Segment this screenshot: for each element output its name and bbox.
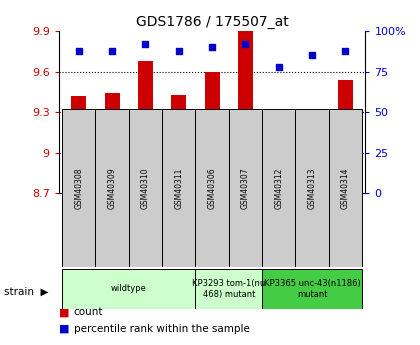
Bar [171, 95, 186, 193]
Bar [271, 177, 286, 193]
Bar [129, 109, 162, 267]
Point [209, 45, 215, 50]
Bar [295, 109, 329, 267]
Point [276, 64, 282, 69]
Point [109, 48, 116, 53]
Text: GSM40312: GSM40312 [274, 167, 283, 209]
Point [76, 48, 82, 53]
Bar [162, 109, 195, 267]
Text: percentile rank within the sample: percentile rank within the sample [74, 324, 249, 334]
Text: GSM40310: GSM40310 [141, 167, 150, 209]
Text: GSM40307: GSM40307 [241, 167, 250, 209]
Bar [138, 61, 153, 193]
Text: KP3293 tom-1(nu
468) mutant: KP3293 tom-1(nu 468) mutant [192, 279, 265, 299]
Bar [229, 109, 262, 267]
Text: count: count [74, 307, 103, 317]
Text: GSM40309: GSM40309 [108, 167, 117, 209]
Text: GSM40306: GSM40306 [207, 167, 217, 209]
Bar [304, 112, 320, 193]
Bar [262, 269, 362, 309]
Bar [238, 23, 253, 193]
Text: GSM40314: GSM40314 [341, 167, 350, 209]
Bar [262, 109, 295, 267]
Point [342, 48, 349, 53]
Point [142, 41, 149, 47]
Point [176, 48, 182, 53]
Text: KP3365 unc-43(n1186)
mutant: KP3365 unc-43(n1186) mutant [264, 279, 360, 299]
Text: ■: ■ [59, 324, 69, 334]
Text: GSM40308: GSM40308 [74, 167, 83, 209]
Title: GDS1786 / 175507_at: GDS1786 / 175507_at [136, 14, 289, 29]
Bar [71, 96, 86, 193]
Bar [329, 109, 362, 267]
Bar [95, 109, 129, 267]
Text: ■: ■ [59, 307, 69, 317]
Bar [195, 109, 229, 267]
Text: GSM40313: GSM40313 [307, 167, 317, 209]
Bar [195, 269, 262, 309]
Bar [62, 269, 195, 309]
Bar [105, 93, 120, 193]
Point [309, 52, 315, 58]
Point [242, 41, 249, 47]
Text: strain  ▶: strain ▶ [4, 287, 49, 296]
Text: GSM40311: GSM40311 [174, 167, 183, 209]
Bar [205, 72, 220, 193]
Text: wildtype: wildtype [111, 284, 147, 294]
Bar [338, 80, 353, 193]
Bar [62, 109, 95, 267]
